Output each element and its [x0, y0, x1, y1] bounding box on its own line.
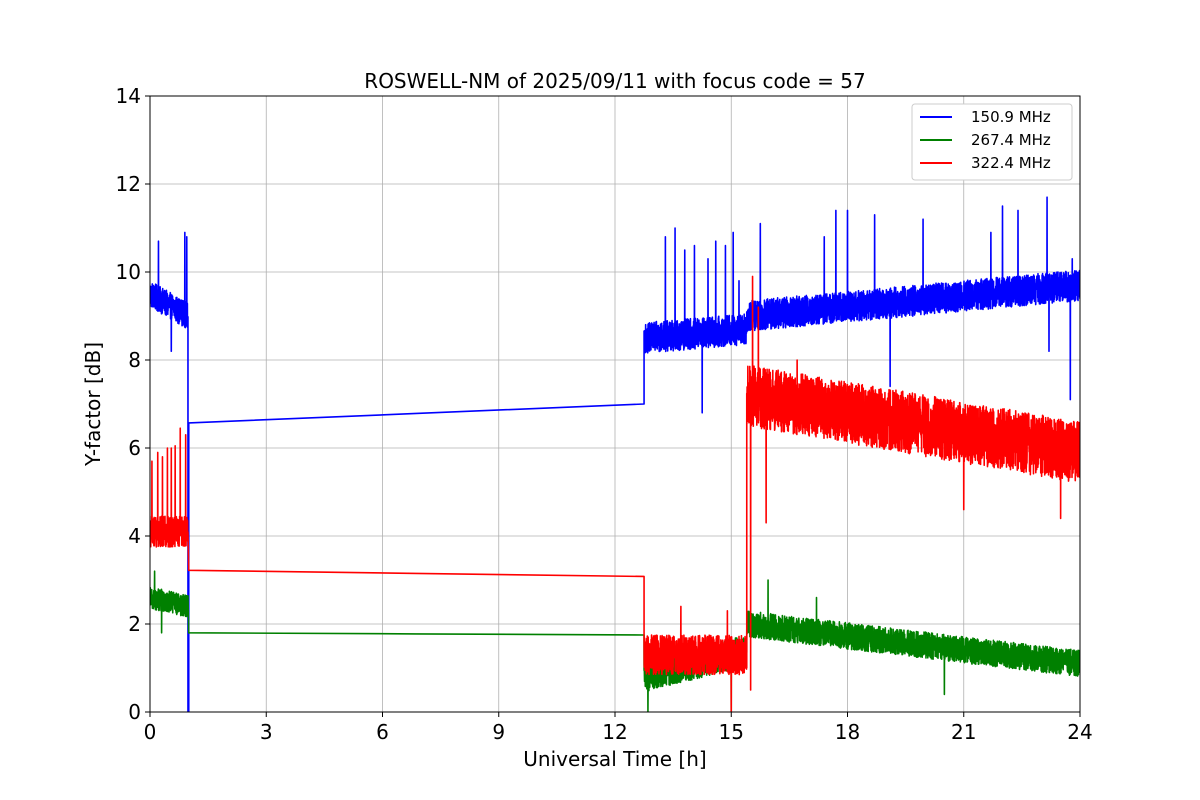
legend-label-267-mhz: 267.4 MHz	[971, 131, 1051, 149]
y-tick-label: 14	[116, 84, 141, 108]
x-tick-label: 0	[144, 720, 157, 744]
x-tick-label: 9	[492, 720, 505, 744]
x-tick-label: 15	[719, 720, 744, 744]
x-tick-label: 24	[1067, 720, 1092, 744]
x-tick-label: 6	[376, 720, 389, 744]
x-tick-label: 3	[260, 720, 273, 744]
y-tick-label: 8	[128, 348, 141, 372]
y-tick-label: 2	[128, 612, 141, 636]
x-axis-label: Universal Time [h]	[523, 747, 706, 771]
chart-title: ROSWELL-NM of 2025/09/11 with focus code…	[364, 69, 865, 93]
x-tick-label: 18	[835, 720, 860, 744]
x-tick-label: 21	[951, 720, 976, 744]
series-line-150-9-mhz	[150, 196, 1080, 712]
y-tick-label: 12	[116, 172, 141, 196]
y-tick-label: 0	[128, 700, 141, 724]
series-line-322-4-mhz	[150, 275, 1080, 712]
legend-label-150-mhz: 150.9 MHz	[971, 108, 1051, 126]
y-tick-label: 10	[116, 260, 141, 284]
y-tick-label: 4	[128, 524, 141, 548]
legend-label-322-mhz: 322.4 MHz	[971, 154, 1051, 172]
x-tick-label: 12	[602, 720, 627, 744]
y-axis-label: Y-factor [dB]	[81, 342, 105, 467]
legend-box	[911, 103, 1073, 181]
legend: 150.9 MHz 267.4 MHz 322.4 MHz	[911, 103, 1073, 181]
y-tick-label: 6	[128, 436, 141, 460]
series-lines	[150, 196, 1080, 712]
